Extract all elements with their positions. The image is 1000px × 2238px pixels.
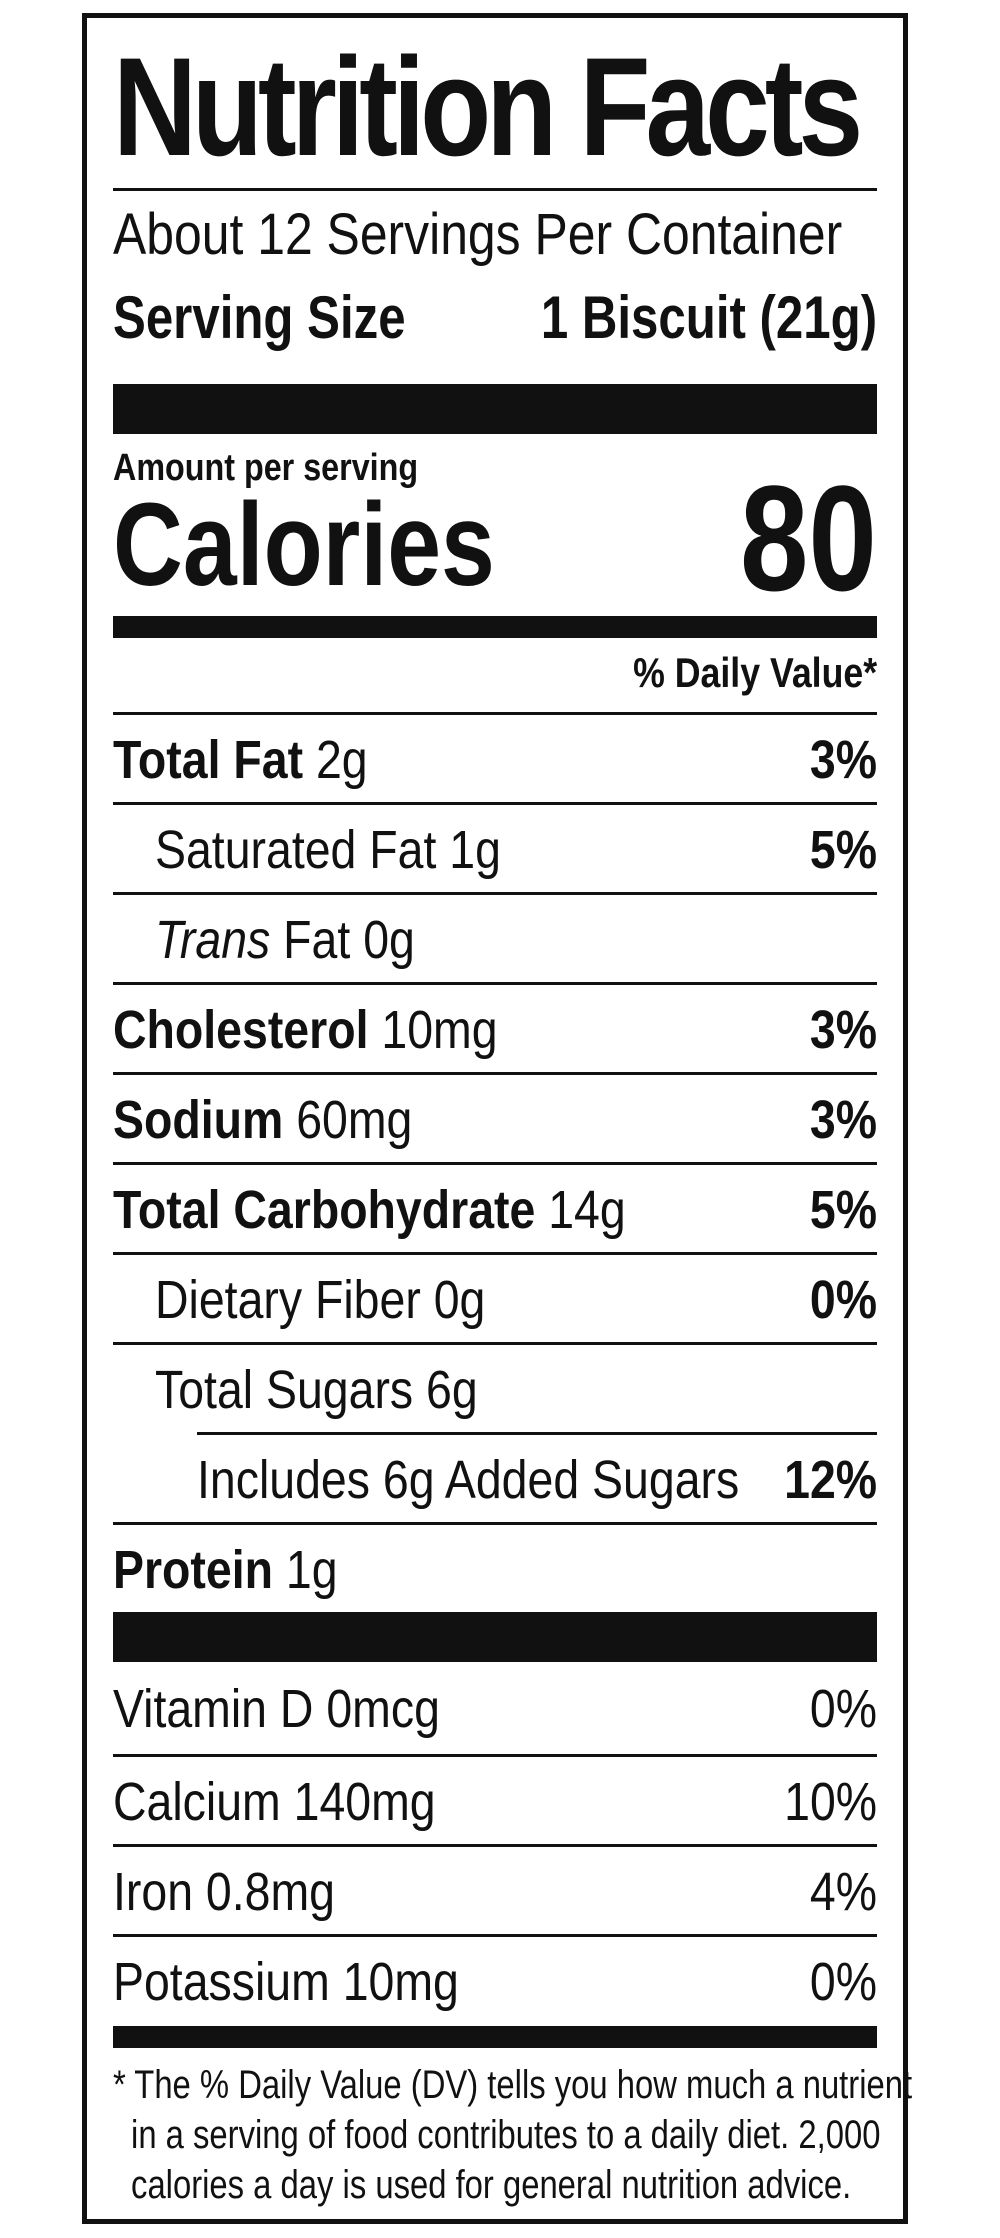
nutrient-label: Trans Fat 0g [155, 910, 415, 970]
vitamin-label: Vitamin D 0mcg [113, 1679, 440, 1739]
nutrient-row-protein: Protein 1g [113, 1522, 877, 1612]
nutrient-dv: 3% [809, 1090, 877, 1150]
serving-size-value: 1 Biscuit (21g) [540, 284, 877, 351]
nutrient-row-sodium: Sodium 60mg 3% [113, 1072, 877, 1162]
nutrient-label: Total Fat 2g [113, 730, 368, 790]
vitamin-dv: 0% [809, 1952, 877, 2012]
vitamin-row-iron: Iron 0.8mg 4% [113, 1844, 877, 1934]
nutrient-dv: 3% [809, 730, 877, 790]
nutrient-dv: 0% [809, 1270, 877, 1330]
vitamin-row-potassium: Potassium 10mg 0% [113, 1934, 877, 2024]
nutrient-row-total-carbohydrate: Total Carbohydrate 14g 5% [113, 1162, 877, 1252]
nutrient-label: Includes 6g Added Sugars [197, 1450, 740, 1510]
nutrient-row-saturated-fat: Saturated Fat 1g 5% [113, 802, 877, 892]
medium-divider [113, 616, 877, 638]
amount-per-serving: Amount per serving [113, 447, 419, 489]
footnote-line: in a serving of food contributes to a da… [131, 2113, 881, 2157]
nutrition-facts-label: Nutrition Facts About 12 Servings Per Co… [82, 13, 913, 2224]
nutrient-label: Saturated Fat 1g [155, 820, 501, 880]
nutrient-dv: 12% [784, 1450, 877, 1510]
vitamin-label: Iron 0.8mg [113, 1862, 336, 1922]
daily-value-footnote: * The % Daily Value (DV) tells you how m… [113, 2060, 913, 2210]
vitamin-dv: 4% [809, 1862, 877, 1922]
footnote-line: * The % Daily Value (DV) tells you how m… [113, 2063, 913, 2107]
vitamin-dv: 0% [809, 1679, 877, 1739]
nutrient-dv: 3% [809, 1000, 877, 1060]
nutrient-dv: 5% [809, 1180, 877, 1240]
nutrient-label: Cholesterol 10mg [113, 1000, 498, 1060]
nutrient-label: Total Sugars 6g [155, 1360, 478, 1420]
serving-size-label: Serving Size [113, 284, 406, 351]
vitamin-row-calcium: Calcium 140mg 10% [113, 1754, 877, 1844]
thick-divider [113, 384, 877, 434]
medium-divider [113, 2026, 877, 2048]
divider [113, 188, 877, 191]
calories-label: Calories [113, 479, 495, 611]
nutrient-row-dietary-fiber: Dietary Fiber 0g 0% [113, 1252, 877, 1342]
footnote-line: calories a day is used for general nutri… [131, 2163, 852, 2207]
servings-per-container: About 12 Servings Per Container [113, 202, 843, 267]
calories-value: 80 [740, 454, 877, 622]
nutrient-label: Protein 1g [113, 1540, 338, 1600]
vitamin-dv: 10% [784, 1772, 877, 1832]
vitamin-row-vitamin-d: Vitamin D 0mcg 0% [113, 1664, 877, 1751]
vitamin-label: Potassium 10mg [113, 1952, 459, 2012]
vitamin-label: Calcium 140mg [113, 1772, 436, 1832]
nutrient-row-total-sugars: Total Sugars 6g [113, 1342, 877, 1432]
nutrient-row-added-sugars: Includes 6g Added Sugars 12% [197, 1432, 877, 1522]
nutrient-dv: 5% [809, 820, 877, 880]
nutrient-label: Dietary Fiber 0g [155, 1270, 486, 1330]
daily-value-header: % Daily Value* [632, 649, 877, 696]
label-title: Nutrition Facts [113, 28, 863, 185]
nutrient-row-cholesterol: Cholesterol 10mg 3% [113, 982, 877, 1072]
nutrient-row-total-fat: Total Fat 2g 3% [113, 712, 877, 802]
nutrient-label: Sodium 60mg [113, 1090, 413, 1150]
label-content: Nutrition Facts About 12 Servings Per Co… [113, 18, 913, 2219]
thick-divider [113, 1612, 877, 1662]
nutrient-row-trans-fat: Trans Fat 0g [113, 892, 877, 982]
nutrient-label: Total Carbohydrate 14g [113, 1180, 626, 1240]
